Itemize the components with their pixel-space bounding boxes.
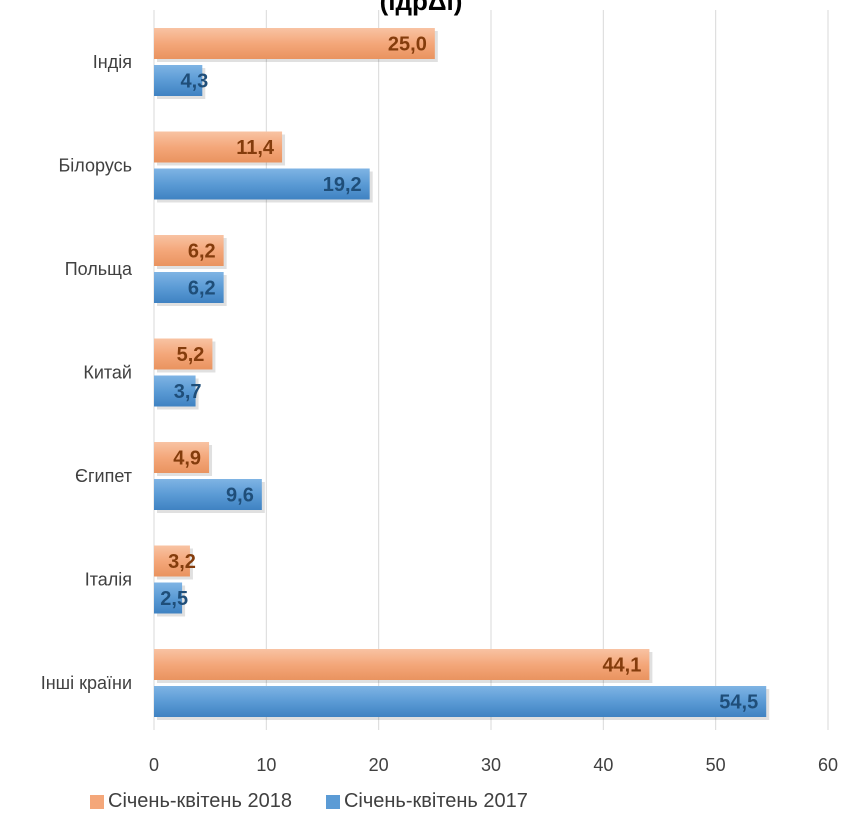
legend-item-2018: Січень-квітень 2018 [90,790,292,813]
bar [154,686,767,717]
legend-swatch-2017 [325,794,340,809]
x-tick-label: 0 [149,755,159,775]
y-tick-label: Інші країни [41,673,132,693]
bar [154,649,650,680]
y-tick-label: Польща [65,259,133,279]
y-tick-label: Єгипет [75,466,132,486]
data-label: 6,2 [188,278,216,300]
bar [154,28,435,59]
legend: Січень-квітень 2018 Січень-квітень 2017 [90,790,528,813]
x-tick-label: 10 [256,755,276,775]
data-label: 19,2 [323,174,362,196]
data-label: 44,1 [602,655,641,677]
x-tick-label: 40 [593,755,613,775]
y-tick-label: Білорусь [58,156,132,176]
data-label: 3,7 [174,381,202,403]
legend-label-2017: Січень-квітень 2017 [343,790,528,812]
bar [154,168,370,200]
bar [154,235,224,266]
bar [154,65,203,96]
legend-item-2017: Січень-квітень 2017 [325,790,528,813]
data-label: 11,4 [236,137,275,159]
legend-swatch-2018 [90,794,104,809]
y-tick-label: Італія [85,570,132,590]
data-label: 25,0 [388,34,427,56]
x-tick-label: 50 [706,755,726,775]
data-label: 5,2 [177,344,205,366]
bar [154,131,283,163]
y-tick-label: Китай [83,363,132,383]
bar [154,545,190,577]
y-tick-label: Індія [93,52,132,72]
x-tick-label: 20 [369,755,389,775]
bar [154,442,210,473]
bar [154,272,224,303]
bar [154,582,183,614]
data-label: 4,3 [180,71,208,93]
bar [154,479,262,510]
data-label: 54,5 [719,692,758,714]
data-label: 2,5 [160,588,188,610]
bar [154,338,213,370]
chart-title: (ıдрΔі) [379,0,463,16]
data-label: 3,2 [168,551,196,573]
data-label: 9,6 [226,485,254,507]
x-tick-label: 30 [481,755,501,775]
data-label: 6,2 [188,241,216,263]
data-label: 4,9 [173,448,201,470]
legend-label-2018: Січень-квітень 2018 [108,790,292,812]
bar [154,375,196,407]
x-tick-label: 60 [818,755,838,775]
